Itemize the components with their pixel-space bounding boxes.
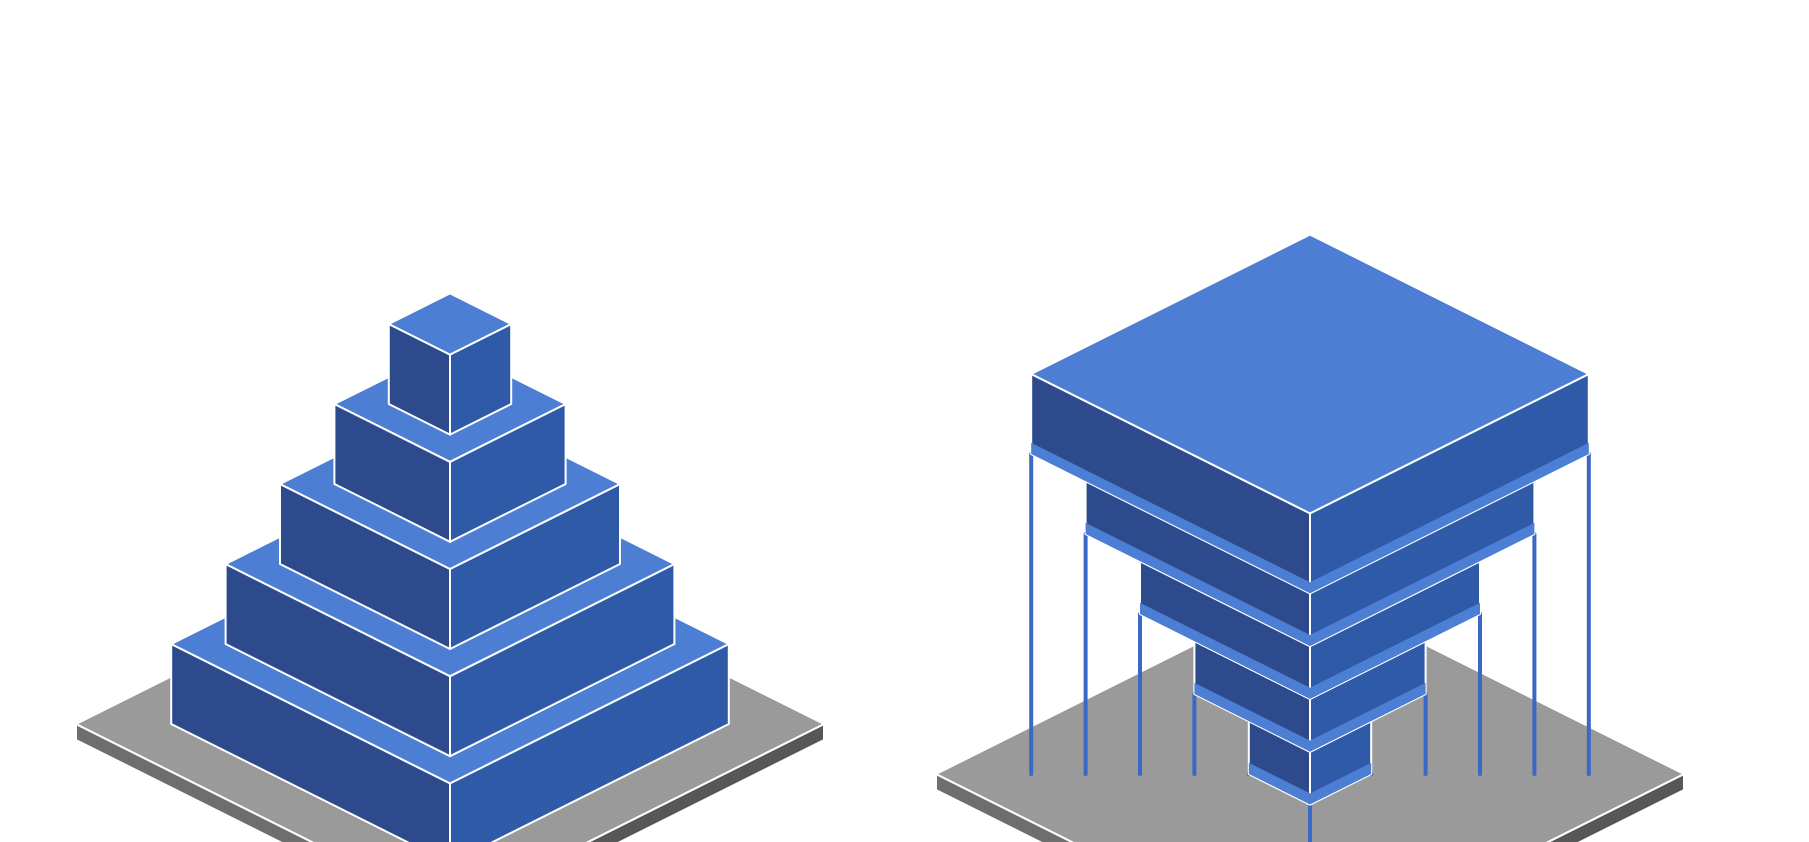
- diagram-canvas: [0, 0, 1809, 842]
